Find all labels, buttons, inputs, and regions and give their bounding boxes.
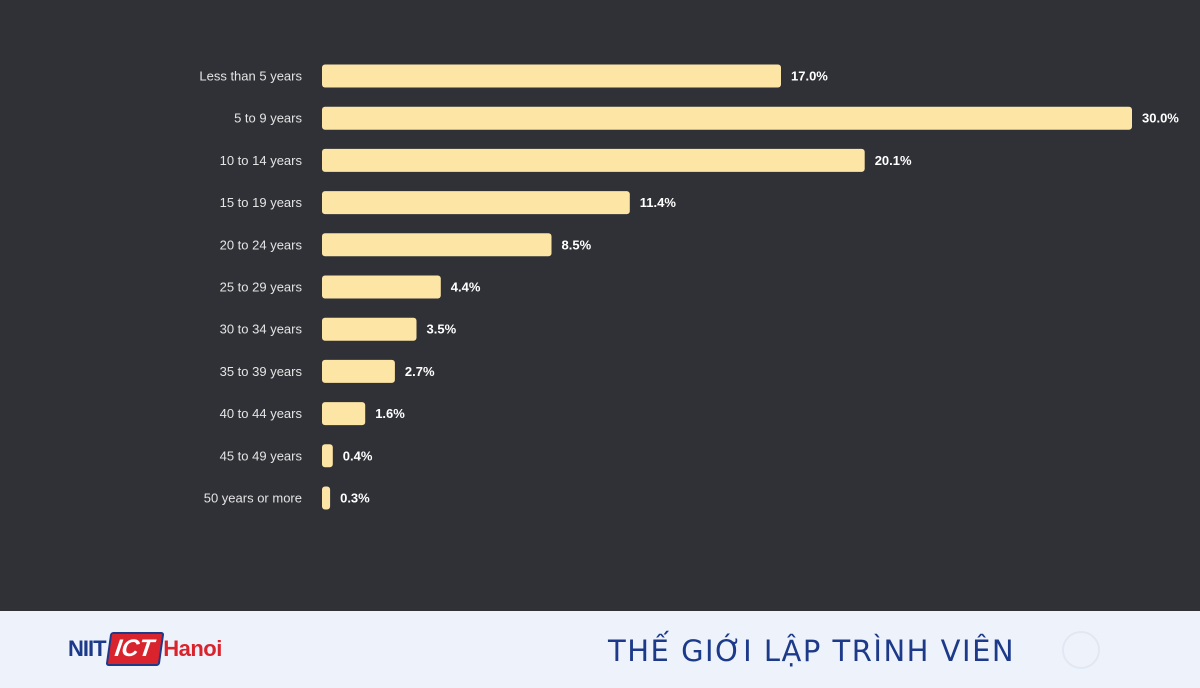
- bar: [322, 191, 630, 215]
- decorative-circle: [1062, 631, 1100, 669]
- value-label: 17.0%: [791, 69, 828, 84]
- category-label: 5 to 9 years: [234, 111, 302, 126]
- bar: [322, 444, 333, 468]
- bar: [322, 359, 395, 383]
- bar: [322, 233, 552, 257]
- value-label: 2.7%: [405, 364, 435, 379]
- value-label: 3.5%: [427, 322, 457, 337]
- value-label: 8.5%: [562, 237, 592, 252]
- category-label: 40 to 44 years: [220, 406, 303, 421]
- category-label: 20 to 24 years: [220, 237, 303, 252]
- bar-chart: Less than 5 years 17.0% 5 to 9 years 30.0% 1…: [199, 64, 1180, 510]
- logo-ict-text: ICT: [105, 632, 164, 666]
- niit-ict-hanoi-logo: NIIT ICT Hanoi: [68, 629, 222, 669]
- logo-hanoi-text: Hanoi: [163, 636, 222, 661]
- bar: [322, 106, 1132, 130]
- value-label: 1.6%: [375, 406, 405, 421]
- category-label: 15 to 19 years: [220, 195, 303, 210]
- bar: [322, 402, 366, 426]
- value-label: 30.0%: [1142, 111, 1179, 126]
- bar: [322, 486, 331, 510]
- value-label: 4.4%: [451, 280, 481, 295]
- bar: [322, 148, 865, 172]
- bar: [322, 317, 417, 341]
- category-label: 25 to 29 years: [220, 280, 303, 295]
- value-label: 20.1%: [875, 153, 912, 168]
- category-label: 30 to 34 years: [220, 322, 303, 337]
- value-label: 0.3%: [340, 491, 370, 506]
- chart-svg: Less than 5 years 17.0% 5 to 9 years 30.0% 1…: [199, 64, 1179, 510]
- footer-banner: NIIT ICT Hanoi THẾ GIỚI LẬP TRÌNH VIÊN: [0, 611, 1200, 688]
- category-label: 50 years or more: [204, 491, 302, 506]
- category-label: Less than 5 years: [199, 69, 302, 84]
- category-label: 10 to 14 years: [220, 153, 303, 168]
- category-label: 45 to 49 years: [220, 448, 303, 463]
- category-label: 35 to 39 years: [220, 364, 303, 379]
- bar: [322, 275, 441, 299]
- bar: [322, 64, 781, 88]
- logo-niit-text: NIIT: [68, 636, 107, 661]
- value-label: 0.4%: [343, 448, 373, 463]
- value-label: 11.4%: [640, 195, 677, 210]
- footer-title: THẾ GIỚI LẬP TRÌNH VIÊN: [608, 634, 1016, 668]
